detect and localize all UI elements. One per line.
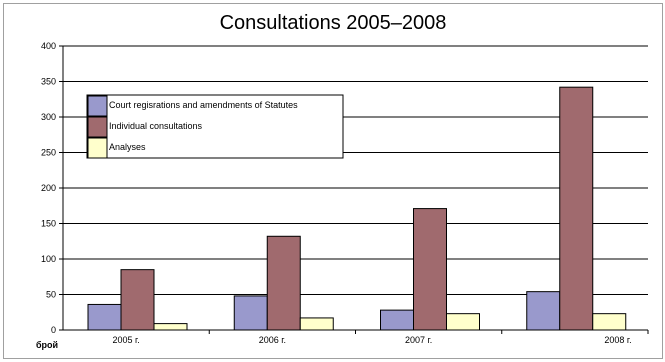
bar: [233, 295, 268, 331]
legend-label: Court regisrations and amendments of Sta…: [109, 100, 298, 110]
y-tick-labels: 0 50 100 150 200 250 300 350 400: [41, 41, 56, 335]
legend-box: [86, 94, 344, 159]
x-tick-labels: 2005 г. 2006 г. 2007 г. 2008 г.: [113, 335, 632, 345]
bar: [592, 313, 627, 331]
x-tick-label: 2008 г.: [604, 335, 631, 345]
chart-title: Consultations 2005–2008: [220, 12, 447, 34]
y-tick-label: 50: [46, 290, 56, 300]
y-tick-label: 300: [41, 112, 56, 122]
bar: [153, 323, 188, 331]
y-tick-label: 400: [41, 41, 56, 51]
bar: [299, 317, 334, 331]
legend-swatch: [87, 116, 108, 138]
bar: [446, 313, 480, 331]
legend-swatch: [87, 137, 108, 159]
y-tick-label: 100: [41, 254, 56, 264]
x-tick-label: 2006 г.: [259, 335, 286, 345]
x-tick-label: 2007 г.: [405, 335, 432, 345]
x-axis-unit-label: брой: [36, 340, 58, 350]
bar: [120, 269, 155, 331]
legend-label: Individual consultations: [109, 121, 203, 131]
bars: [87, 86, 627, 331]
bar: [559, 86, 594, 331]
y-tick-label: 200: [41, 183, 56, 193]
y-tick-label: 250: [41, 148, 56, 158]
bar: [380, 309, 414, 331]
bar: [266, 235, 301, 331]
x-tick-label: 2005 г.: [113, 335, 140, 345]
bar: [413, 208, 447, 331]
legend: Court regisrations and amendments of Sta…: [86, 94, 344, 159]
y-tick-label: 0: [51, 325, 56, 335]
axes: [59, 45, 649, 334]
y-tick-label: 350: [41, 77, 56, 87]
y-tick-label: 150: [41, 219, 56, 229]
bar: [526, 291, 561, 331]
bar: [87, 303, 122, 331]
legend-swatch: [87, 95, 108, 117]
legend-label: Analyses: [109, 142, 146, 152]
